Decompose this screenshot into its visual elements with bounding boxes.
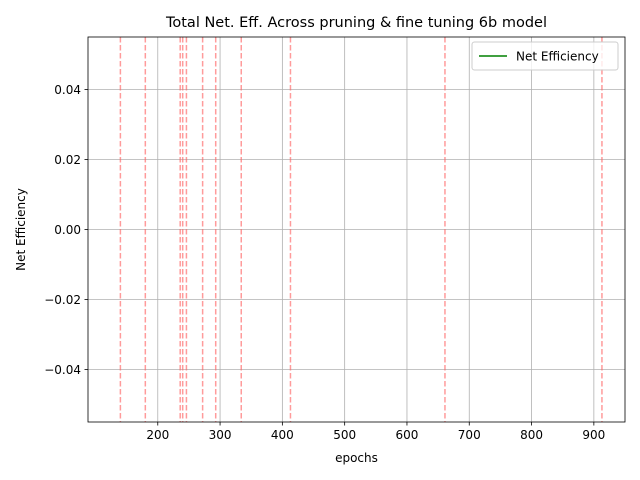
y-axis-label: Net Efficiency (14, 188, 28, 271)
x-tick-label: 900 (582, 428, 605, 442)
x-tick-label: 700 (458, 428, 481, 442)
x-tick-label: 800 (520, 428, 543, 442)
x-tick-label: 400 (271, 428, 294, 442)
event-markers (119, 37, 603, 422)
x-tick-label: 500 (333, 428, 356, 442)
x-tick-label: 300 (209, 428, 232, 442)
axis-ticks: 200 300 400 500 600 700 800 900 −0.04 −0.02 0.00 0.… (44, 83, 605, 442)
y-tick-label: 0.00 (54, 223, 81, 237)
y-tick-label: 0.02 (54, 153, 81, 167)
legend: Net Efficiency (471, 41, 619, 71)
x-tick-label: 200 (146, 428, 169, 442)
y-tick-label: 0.04 (54, 83, 81, 97)
y-tick-label: −0.02 (44, 293, 81, 307)
x-tick-label: 600 (396, 428, 419, 442)
legend-box (471, 41, 619, 71)
legend-label: Net Efficiency (516, 50, 599, 64)
x-axis-label: epochs (335, 451, 378, 465)
chart-title: Total Net. Eff. Across pruning & fine tu… (165, 15, 547, 31)
grid (88, 37, 625, 422)
y-tick-label: −0.04 (44, 363, 81, 377)
